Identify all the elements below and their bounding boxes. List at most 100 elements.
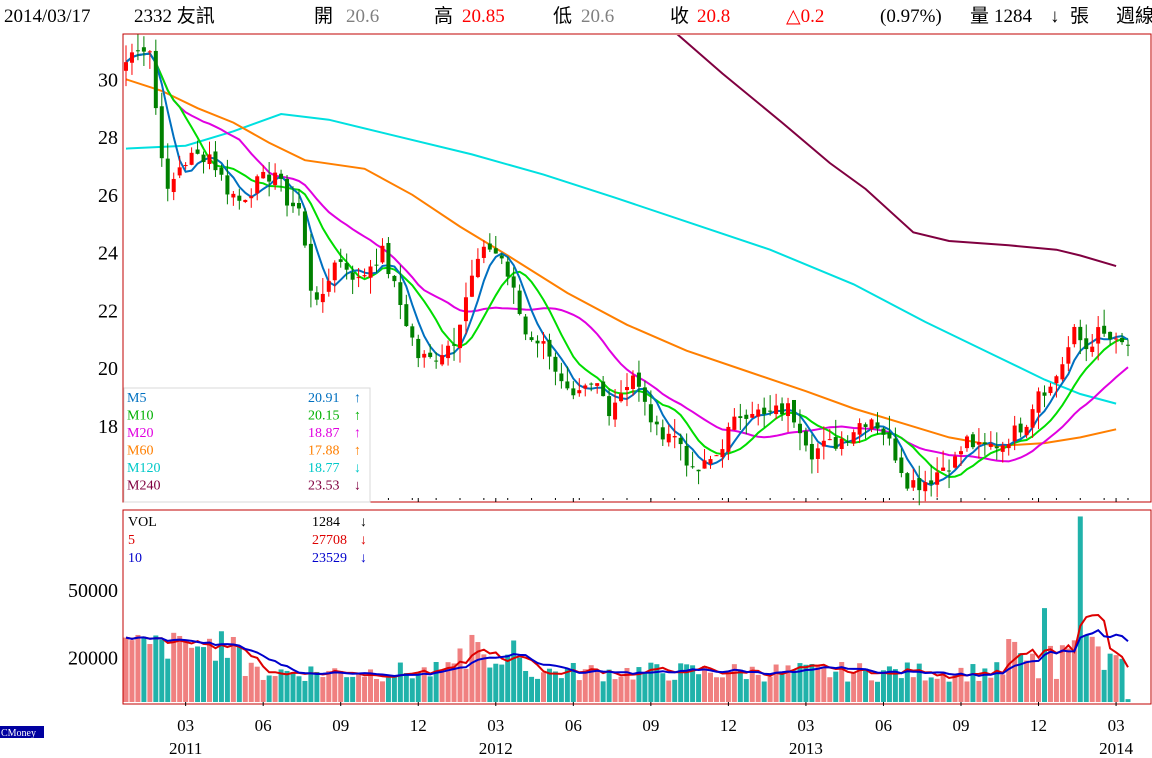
volume-bar [1047,645,1053,702]
volume-bar [708,672,713,702]
candle-body [941,467,946,471]
candle-body [774,405,779,415]
volume-bar [767,676,773,702]
candle-body [619,393,624,402]
volume-bar [379,681,385,702]
candle-body [613,402,618,420]
volume-bar [952,675,958,702]
volume-bar [564,668,570,702]
volume-bar [809,663,815,702]
volume-bar [1071,640,1077,702]
volume-bar [195,646,201,702]
volume-bar [910,677,916,702]
volume-bar [212,660,218,702]
candle-body [601,381,606,397]
candle-body [982,442,987,445]
quote-header: 2014/03/17 2332 友訊 開 20.6 高 20.85 低 20.6… [4,5,1152,27]
volume-bar [135,634,141,702]
volume-bar [278,669,284,702]
volume-bar [642,671,648,702]
x-tick-label: 06 [565,716,582,735]
volume-bar [749,666,755,702]
candle-body [153,50,158,109]
candle-body [702,460,707,469]
volume-arrow: ↓ [1050,6,1060,27]
volume-bar [886,666,892,702]
candle-body [583,385,588,389]
volume-bar [189,647,195,702]
legend-arrow: ↑ [354,409,361,424]
candle-body [362,275,367,277]
candle-body [1012,425,1017,442]
volume-bar [904,662,910,702]
volume-y-tick: 20000 [68,647,118,669]
volume-bar [308,666,314,702]
volume-bar [725,673,731,702]
candle-body [660,427,665,440]
volume-bar [254,666,260,702]
candle-body [529,337,534,341]
volume-bar [207,638,212,702]
x-tick-label: 03 [1108,716,1125,735]
candle-body [964,436,969,449]
volume-legend: VOL 1284 ↓ 5 27708 ↓ 10 23529 ↓ [124,511,376,567]
candle-body [720,449,725,458]
candle-body [1036,391,1041,413]
legend-name: M240 [127,479,160,494]
volume-bar [236,647,242,702]
volume-bar [660,673,666,702]
volume-bar [857,663,863,702]
volume-bar [260,679,266,702]
candle-body [237,195,242,201]
volume-bar [630,679,636,702]
candle-body [684,445,689,466]
candle-body [296,202,301,209]
candle-body [231,193,236,198]
volume-bar [165,658,171,702]
ma-line-m240 [676,35,1117,268]
candle-body [1126,344,1130,346]
candle-body [565,381,570,389]
candle-body [177,167,182,176]
candle-body [380,245,385,263]
price-y-tick: 18 [98,416,118,438]
candle-body [129,52,134,63]
candle-body [338,259,343,262]
candle-body [1060,364,1065,380]
candle-body [1072,326,1077,345]
volume-bar [922,680,928,702]
volume-bar [594,669,600,702]
candle-body [917,478,922,491]
candle-body [988,443,993,447]
legend-arrow: ↑ [354,391,361,406]
x-tick-label: 12 [720,716,737,735]
volume-bar [785,665,791,702]
volume-bar [403,672,409,702]
candle-body [344,263,349,270]
legend-name: M20 [127,426,153,441]
candle-body [446,345,451,359]
period-label: 週線 [1116,5,1152,27]
candle-body [225,175,230,195]
volume-bar [374,679,379,702]
candle-body [690,466,695,468]
candle-body [803,431,808,446]
vol-legend-value: 23529 [312,551,347,566]
volume-bar [1030,653,1036,702]
candle-body [577,390,582,394]
candle-body [1048,386,1053,394]
volume-bar [678,663,684,702]
legend-value: 23.53 [308,479,340,494]
candle-body [911,480,916,488]
open-value: 20.6 [346,6,379,27]
candle-body [404,304,409,327]
volume-bar [845,681,851,702]
year-label: 2013 [789,739,823,758]
candle-body [291,202,295,207]
candle-body [326,280,331,292]
volume-bar [970,664,976,702]
volume-bar [409,678,415,702]
close-label: 收 [670,5,689,27]
volume-bar [791,670,797,702]
candle-body [1102,325,1107,334]
